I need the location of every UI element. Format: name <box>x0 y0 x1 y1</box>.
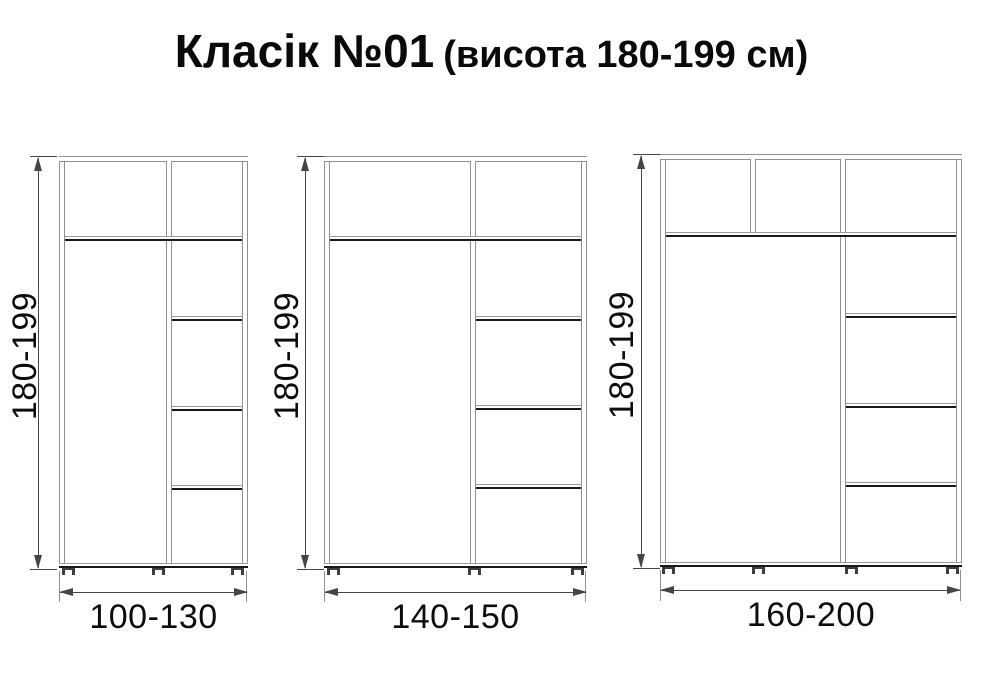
arrowhead-up-icon <box>301 157 309 171</box>
wardrobe-1-top-shelf <box>65 236 242 241</box>
wardrobe-2-left-wall <box>324 156 330 568</box>
wardrobe-1-vertical-divider <box>166 161 172 563</box>
wardrobe-2-foot <box>327 568 340 575</box>
wardrobe-2-width-label: 140-150 <box>391 598 520 636</box>
wardrobe-1-right-wall <box>242 156 248 568</box>
wardrobe-3-top-shelf <box>666 232 956 237</box>
wardrobe-3-foot <box>752 567 765 574</box>
wardrobe-3-foot <box>845 567 858 574</box>
wardrobe-3-left-wall <box>660 154 666 567</box>
wardrobe-3-right-wall <box>956 154 962 567</box>
arrowhead-left-icon <box>324 588 338 596</box>
wardrobe-2-shelf <box>476 484 581 489</box>
wardrobe-3-shelf <box>846 482 956 487</box>
wardrobe-2-width-dimension-line <box>324 588 587 596</box>
arrowhead-down-icon <box>301 555 309 569</box>
wardrobe-1-shelf <box>172 406 242 411</box>
page-title-model: Класік №01 <box>174 25 435 77</box>
wardrobe-1-width-dimension-line <box>59 588 248 596</box>
wardrobe-2-top-shelf <box>330 236 581 241</box>
wardrobe-2-foot <box>468 568 481 575</box>
arrowhead-down-icon <box>34 555 42 569</box>
arrowhead-down-icon <box>637 554 645 568</box>
extension-line <box>246 571 247 602</box>
wardrobe-2-bottom-panel <box>324 563 587 568</box>
wardrobe-3-width-label: 160-200 <box>746 596 876 634</box>
dimension-tick <box>633 568 660 569</box>
wardrobe-2-shelf <box>476 316 581 321</box>
extension-line <box>59 571 60 602</box>
wardrobe-2-height-label: 180-199 <box>268 291 306 421</box>
extension-line <box>324 571 325 602</box>
dimension-tick <box>30 569 57 570</box>
arrowhead-up-icon <box>637 155 645 169</box>
wardrobe-2-shelf <box>476 405 581 410</box>
arrowhead-right-icon <box>947 586 961 594</box>
wardrobe-2-top-panel <box>324 156 587 162</box>
wardrobe-1-top-panel <box>59 156 248 162</box>
wardrobe-2-height-dimension-line <box>301 157 309 569</box>
extension-line <box>960 570 961 601</box>
wardrobe-2-right-wall <box>581 156 587 568</box>
page-title-height-range: (висота 180-199 см) <box>443 34 809 76</box>
wardrobe-1-left-wall <box>59 156 65 568</box>
wardrobe-1-bottom-panel <box>59 563 248 568</box>
wardrobe-1-width-label: 100-130 <box>89 598 218 636</box>
arrowhead-left-icon <box>660 586 674 594</box>
wardrobe-1-height-label: 180-199 <box>6 291 44 421</box>
dimension-tick <box>633 154 660 155</box>
wardrobe-3-vertical-divider <box>840 159 846 562</box>
extension-line <box>660 570 661 601</box>
wardrobe-1-shelf <box>172 316 242 321</box>
wardrobe-3-shelf <box>846 313 956 318</box>
arrowhead-left-icon <box>59 588 73 596</box>
wardrobe-3-bottom-panel <box>660 562 962 567</box>
wardrobe-3-foot <box>662 567 675 574</box>
arrowhead-right-icon <box>573 588 587 596</box>
wardrobe-1-height-dimension-line <box>34 157 42 569</box>
wardrobe-3-shelf <box>846 403 956 408</box>
dimension-tick <box>297 569 324 570</box>
wardrobe-2-vertical-divider <box>470 161 476 563</box>
wardrobe-1-foot <box>231 568 244 575</box>
extension-line <box>585 571 586 602</box>
dimension-tick <box>30 156 57 157</box>
page-title: Класік №01 (висота 180-199 см) <box>0 24 983 78</box>
wardrobe-1-shelf <box>172 485 242 490</box>
wardrobe-1-foot <box>62 568 75 575</box>
arrowhead-up-icon <box>34 157 42 171</box>
dimension-tick <box>297 156 324 157</box>
wardrobe-3-height-dimension-line <box>637 155 645 568</box>
arrowhead-right-icon <box>234 588 248 596</box>
wardrobe-3-top-panel <box>660 154 962 160</box>
wardrobe-3-top-compartment-divider <box>750 159 756 232</box>
wardrobe-2-foot <box>571 568 584 575</box>
wardrobe-1-foot <box>152 568 165 575</box>
wardrobe-3-height-label: 180-199 <box>603 290 641 420</box>
wardrobe-3-foot <box>946 567 959 574</box>
wardrobe-3-width-dimension-line <box>660 586 961 594</box>
